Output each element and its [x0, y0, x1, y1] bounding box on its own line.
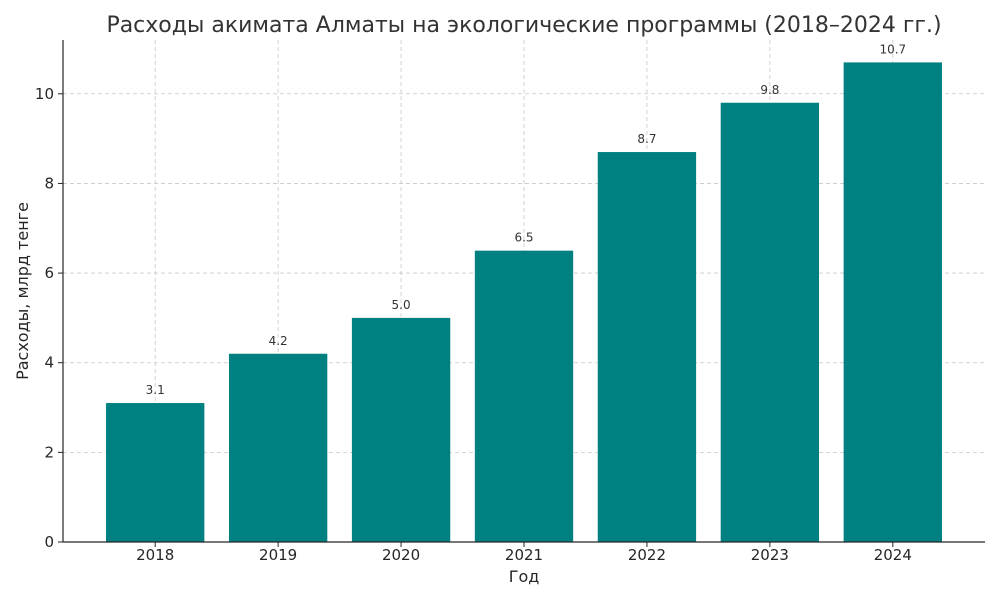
data-label-2024: 10.7 — [879, 42, 906, 56]
x-tick-labels: 2018 2019 2020 2021 2022 2023 2024 — [136, 542, 912, 564]
y-axis-label: Расходы, млрд тенге — [13, 202, 32, 380]
data-label-2022: 8.7 — [637, 132, 656, 146]
data-label-2021: 6.5 — [514, 231, 533, 245]
x-tick-label-2021: 2021 — [505, 546, 543, 564]
x-tick-label-2019: 2019 — [259, 546, 297, 564]
x-axis-label: Год — [509, 567, 540, 586]
bar-2023 — [720, 102, 820, 542]
y-tick-label: 0 — [44, 533, 54, 551]
y-tick-labels: 0 2 4 6 8 10 — [35, 85, 63, 551]
y-tick-label: 8 — [44, 174, 54, 192]
data-label-2023: 9.8 — [760, 83, 779, 97]
data-label-2018: 3.1 — [146, 383, 165, 397]
bar-2022 — [597, 152, 697, 542]
x-tick-label-2018: 2018 — [136, 546, 174, 564]
y-tick-label: 2 — [44, 443, 54, 461]
bar-2024 — [843, 62, 942, 543]
data-label-2020: 5.0 — [392, 298, 411, 312]
data-label-2019: 4.2 — [269, 334, 288, 348]
x-tick-label-2023: 2023 — [751, 546, 789, 564]
x-tick-label-2020: 2020 — [382, 546, 420, 564]
bar-2021 — [474, 250, 574, 543]
bar-2018 — [106, 403, 205, 542]
bar-2020 — [351, 317, 451, 542]
bar-2019 — [228, 353, 328, 542]
y-tick-label: 10 — [35, 85, 54, 103]
y-tick-label: 6 — [44, 264, 54, 282]
x-tick-label-2022: 2022 — [628, 546, 666, 564]
chart-title: Расходы акимата Алматы на экологические … — [106, 13, 941, 38]
x-tick-label-2024: 2024 — [874, 546, 912, 564]
data-labels: 3.1 4.2 5.0 6.5 8.7 9.8 10.7 — [146, 42, 907, 397]
y-tick-label: 4 — [44, 354, 54, 372]
bars — [106, 62, 942, 543]
